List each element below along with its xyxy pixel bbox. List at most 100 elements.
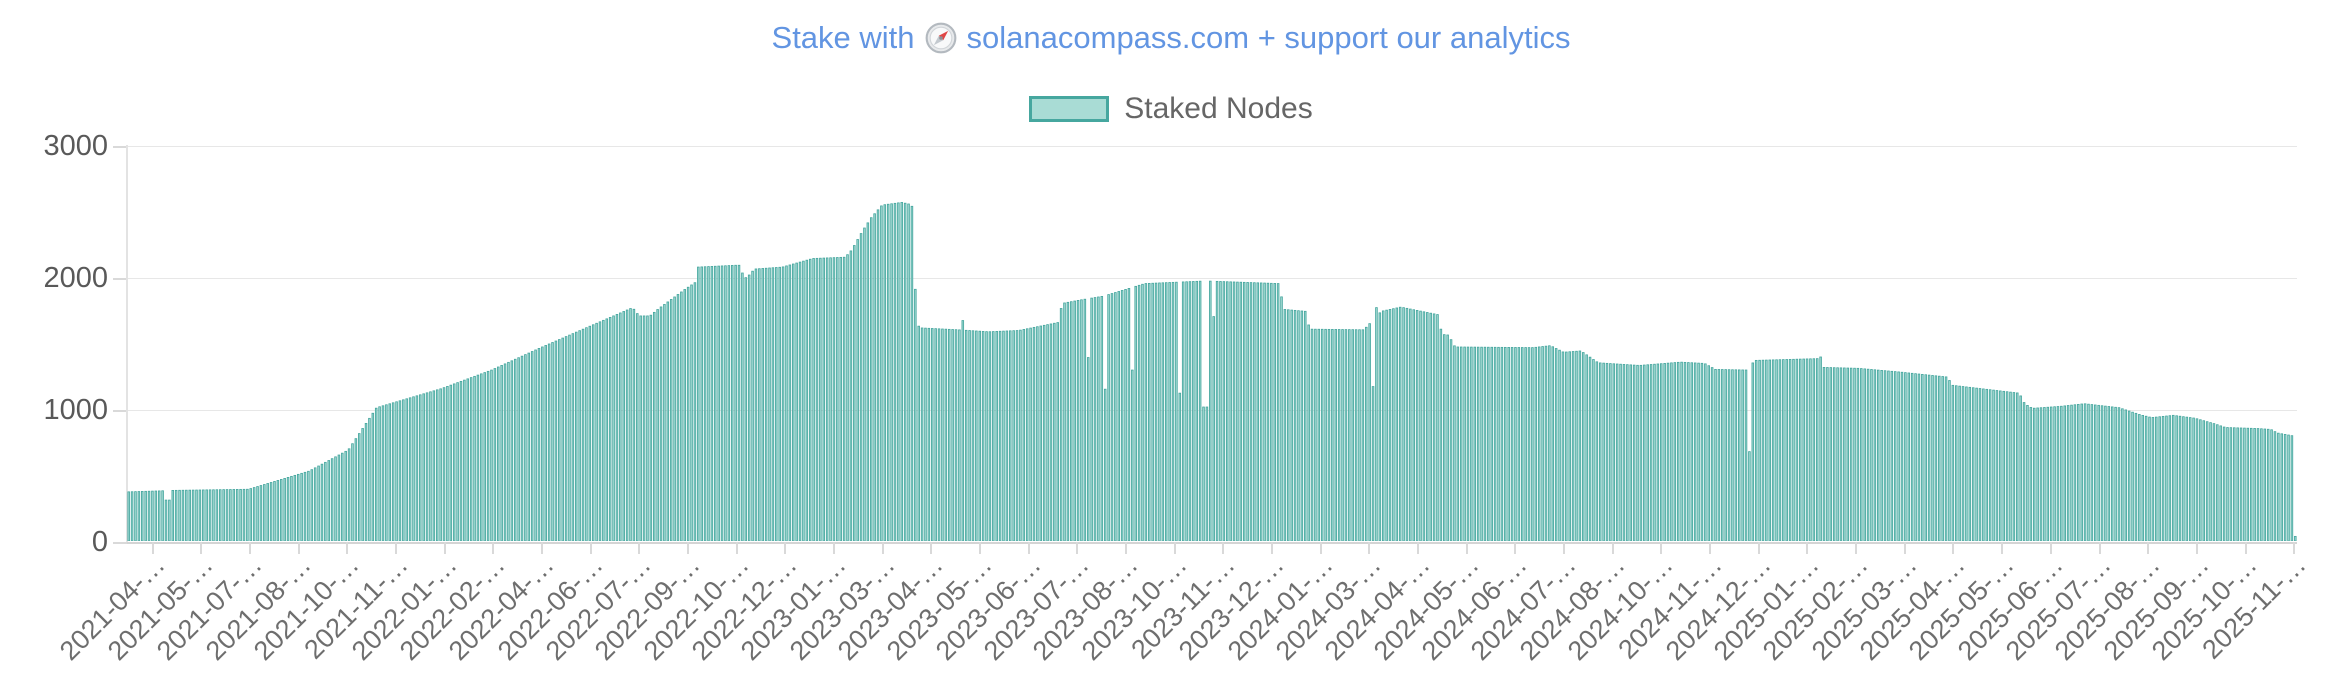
x-tick [1709,542,1712,554]
bar [1066,301,1070,541]
bar [1226,281,1229,541]
bar [1554,348,1558,541]
bar [625,309,629,541]
bar [134,491,137,541]
bar [1415,310,1419,541]
bar [188,489,191,541]
bar [1948,380,1951,541]
bar [2199,419,2202,541]
bar [1300,310,1304,541]
bar [1107,294,1110,541]
bar [1368,323,1371,541]
bar [2066,405,2070,541]
x-tick [492,542,495,554]
bar [1785,359,1788,541]
bar [1070,301,1073,541]
bar [1314,328,1317,541]
bar [1636,364,1639,541]
bar [832,257,836,541]
bar [1375,307,1378,541]
bar [2080,403,2083,541]
bar [761,268,764,541]
bar [1341,329,1344,541]
bar [1480,346,1483,541]
bar [612,315,615,541]
bar [337,454,341,541]
bar [229,489,232,541]
bar [1887,370,1890,541]
bar [1880,369,1883,541]
bar [605,318,609,541]
bar [1751,362,1755,541]
bar [1419,310,1422,541]
bar [1398,306,1402,541]
bar [1385,309,1388,541]
x-tick [151,542,154,554]
bar [1497,346,1500,541]
x-tick [2098,542,2101,554]
bar [822,257,826,541]
bar [1412,309,1415,541]
bar [642,315,646,541]
bar [1982,388,1985,541]
bar [1490,346,1493,541]
bar [310,469,314,541]
bar [202,489,205,541]
bar [1164,282,1168,541]
bar [900,202,904,541]
bar [2046,406,2050,541]
bar [1860,368,1863,541]
bar [2036,407,2039,541]
bar [1592,359,1595,541]
bar [2266,428,2270,541]
bar [1236,281,1239,541]
bar [1771,359,1775,541]
bar [181,489,185,541]
legend[interactable]: Staked Nodes [0,92,2342,126]
bar [1195,280,1198,541]
bar [2070,404,2073,541]
bar [1985,388,1989,541]
bar [1073,300,1076,541]
bar [225,489,229,541]
bar [629,308,632,541]
title-suffix: solanacompass.com + support our analytic… [966,20,1571,55]
bar [1080,299,1083,541]
bar [1358,329,1361,541]
bar [435,389,439,541]
bar [544,345,547,541]
x-tick [200,542,203,554]
bar [2104,405,2107,541]
bar [374,407,378,541]
bar [1978,388,1982,541]
bar [2083,403,2087,541]
bar [727,265,731,541]
bar [775,267,778,541]
x-axis-line [115,542,2297,544]
bar [1354,329,1358,541]
bar [537,348,541,541]
bar [2205,421,2209,541]
bar [1958,385,1961,541]
bar [734,264,737,541]
legend-label-staked-nodes: Staked Nodes [1124,92,1313,125]
bar [812,258,815,541]
bar [788,264,792,541]
bar [1181,281,1185,541]
bar [839,256,842,541]
bar [1409,308,1412,541]
bar [130,491,134,541]
bar [341,452,344,541]
bar [1148,282,1151,541]
bar [2192,417,2195,541]
bar [1541,346,1544,541]
bar [1185,281,1188,541]
page-title[interactable]: Stake with solanacompass.com + support o… [0,20,2342,56]
bar [1582,352,1585,541]
bar [1429,312,1432,541]
bar [1154,282,1158,541]
bar [1829,367,1833,541]
bar [2165,415,2168,541]
bar [1531,347,1534,541]
bar [2053,406,2056,541]
